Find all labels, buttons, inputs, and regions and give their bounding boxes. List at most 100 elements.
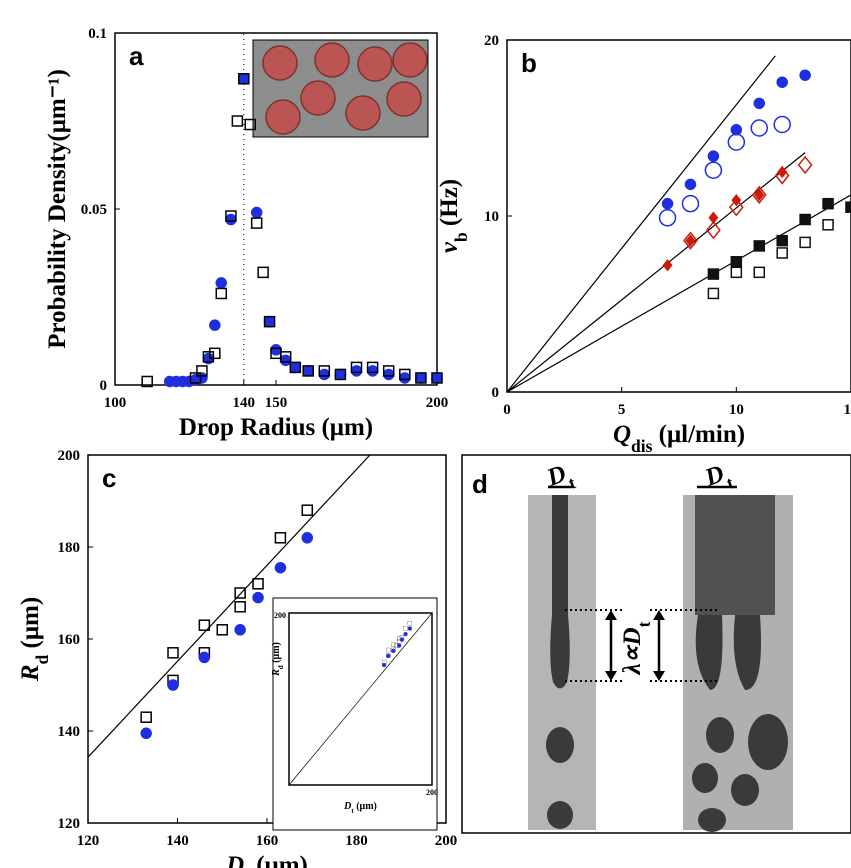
point [684, 178, 697, 191]
x-tick-label: 5 [618, 402, 626, 418]
wavelength-label-sub: t [634, 621, 654, 627]
point [289, 361, 302, 374]
point [662, 259, 673, 272]
point [750, 119, 769, 137]
point [728, 197, 744, 217]
inset-x-label-main: D [343, 801, 351, 812]
inset-x-label: Dt (μm) [343, 801, 377, 815]
x-axis-label-sub: dis [631, 436, 653, 456]
y-axis-label-main: R [17, 664, 44, 682]
point [198, 651, 211, 664]
point [289, 361, 302, 374]
point [753, 97, 766, 110]
point [263, 315, 276, 328]
point [215, 277, 228, 289]
point [167, 647, 179, 659]
point [751, 185, 767, 205]
point [774, 166, 790, 185]
point [250, 217, 263, 229]
point [799, 69, 811, 81]
inset-background [272, 597, 438, 831]
x-tick-label: 15 [844, 402, 851, 418]
panel-letter: c [102, 463, 116, 493]
point [431, 372, 443, 384]
y-tick-label: 0 [100, 378, 108, 394]
point [279, 354, 292, 367]
y-axis-label: νb (Hz) [436, 179, 471, 253]
y-tick-label: 20 [484, 33, 499, 49]
x-tick-label: 10 [729, 402, 744, 418]
fit-line [506, 55, 776, 393]
point [797, 155, 813, 175]
x-tick-label: 120 [77, 833, 100, 849]
point [704, 161, 723, 179]
point [202, 351, 215, 363]
inset-frame [288, 612, 433, 786]
point [386, 653, 391, 659]
point [216, 624, 228, 636]
point [252, 578, 264, 590]
point [225, 210, 237, 222]
inset-y-label-unit: (μm) [271, 642, 282, 665]
point [707, 150, 720, 162]
point [415, 372, 427, 384]
wavelength-label-main: λ∝D [619, 627, 646, 675]
y-axis-label: Rd (μm) [17, 597, 52, 682]
point [302, 365, 314, 377]
point [198, 619, 211, 631]
x-tick-label: 0 [503, 402, 511, 418]
point [403, 631, 408, 637]
y-tick-label: 200 [58, 448, 81, 464]
x-axis-label-unit: (μl/min) [652, 421, 745, 448]
point [382, 365, 395, 377]
point [366, 361, 379, 374]
point [799, 213, 811, 226]
point [407, 626, 412, 631]
point [302, 365, 314, 377]
point [415, 372, 427, 384]
x-tick-label: 140 [166, 833, 189, 849]
droplet-photos [461, 454, 851, 834]
point [399, 637, 405, 642]
point [209, 347, 221, 360]
point [727, 133, 746, 151]
point [730, 266, 743, 279]
y-tick-label: 140 [58, 724, 81, 740]
point [196, 372, 208, 384]
point [263, 315, 276, 328]
x-axis-label: Qdis (μl/min) [613, 421, 745, 456]
point [274, 532, 287, 544]
x-tick-label: 200 [435, 833, 458, 849]
point [773, 115, 791, 134]
point [238, 73, 250, 85]
point [730, 124, 743, 136]
y-axis-label: Probability Density(μm⁻¹) [44, 69, 71, 349]
point [730, 256, 743, 268]
point [845, 201, 851, 213]
point [754, 188, 765, 202]
point [658, 209, 677, 227]
x-tick-label: 100 [104, 395, 127, 411]
point [661, 197, 674, 210]
point [391, 642, 396, 647]
y-axis-label-sub: b [451, 232, 471, 242]
inset-photo [252, 39, 429, 138]
y-tick-label: 200 [274, 611, 286, 620]
point [215, 287, 228, 300]
x-tick-label: 200 [426, 788, 438, 797]
point [399, 368, 411, 381]
point [391, 648, 396, 653]
inset-y-label: Rd (μm) [271, 642, 285, 677]
panel-letter: a [129, 41, 144, 71]
y-axis-label-sub: d [32, 654, 52, 664]
point [234, 601, 246, 613]
point [140, 727, 152, 740]
wavelength-label: λ∝Dt [619, 621, 654, 675]
point [403, 626, 408, 631]
point [318, 365, 331, 377]
point [279, 351, 292, 363]
fit-line [506, 194, 851, 393]
point [252, 591, 264, 604]
x-tick-label: 180 [345, 833, 368, 849]
